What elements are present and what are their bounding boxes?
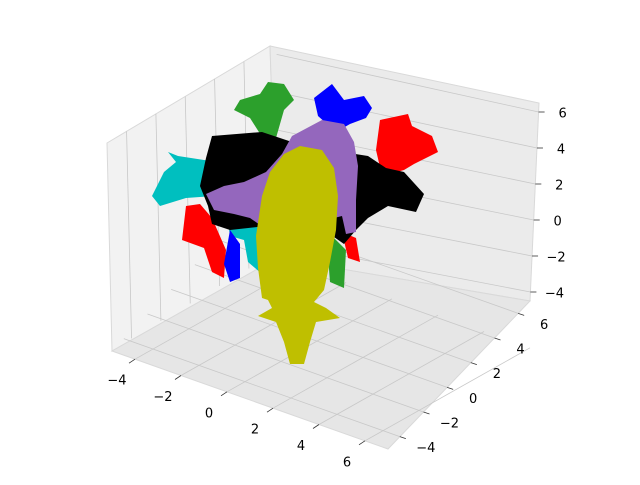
left-pane-gridline: [126, 131, 132, 339]
y-tick-label: 2: [493, 367, 501, 382]
x-tick: [312, 424, 320, 429]
left-pane-gridline: [155, 113, 162, 321]
x-tick-label: 0: [205, 406, 213, 421]
y-tick-label: −4: [416, 441, 435, 456]
x-gridline: [364, 347, 531, 442]
tick-marks: [128, 111, 545, 446]
cow-meshes: [152, 82, 438, 364]
x-tick-label: 4: [297, 439, 305, 454]
z-tick-label: −2: [546, 251, 565, 266]
z-tick-label: 4: [557, 143, 565, 158]
y-tick: [494, 337, 501, 341]
x-gridline: [180, 282, 347, 376]
x-tick: [128, 358, 136, 364]
y-tick-label: −2: [440, 417, 459, 432]
cow-series-blue: [224, 84, 372, 282]
y-tick: [399, 436, 406, 440]
cow-body: [256, 146, 340, 364]
x-tick-label: 2: [251, 423, 259, 438]
y-tick-label: 6: [540, 318, 548, 333]
cow-body: [234, 82, 294, 140]
x-tick: [266, 407, 274, 413]
cow-series-olive: [256, 146, 340, 364]
cow-body: [182, 204, 226, 278]
x-tick-label: −2: [153, 390, 172, 405]
z-tick-label: 6: [558, 107, 566, 122]
x-tick-label: −4: [107, 374, 126, 389]
z-tick-label: 2: [555, 179, 563, 194]
z-gridline: [276, 53, 539, 113]
x-tick: [174, 375, 182, 380]
y-gridline: [147, 313, 424, 413]
cow-body: [314, 84, 372, 132]
cow-leg: [224, 230, 240, 282]
y-tick-label: 4: [516, 343, 524, 358]
x-tick: [220, 391, 228, 397]
y-tick: [518, 312, 525, 316]
y-gridline: [123, 338, 400, 438]
z-tick-label: −4: [545, 287, 564, 302]
x-tick-label: 6: [343, 455, 351, 470]
x-gridline: [226, 298, 393, 393]
z-tick-label: 0: [554, 215, 562, 230]
x-gridline: [272, 314, 439, 409]
cow-body-2: [376, 114, 438, 176]
left-pane-gridline: [184, 96, 191, 304]
y-tick-label: 0: [469, 392, 477, 407]
y-tick: [423, 411, 430, 415]
y-tick: [470, 362, 477, 366]
y-tick: [447, 386, 454, 390]
x-tick: [358, 440, 366, 446]
x-gridline: [318, 331, 485, 425]
